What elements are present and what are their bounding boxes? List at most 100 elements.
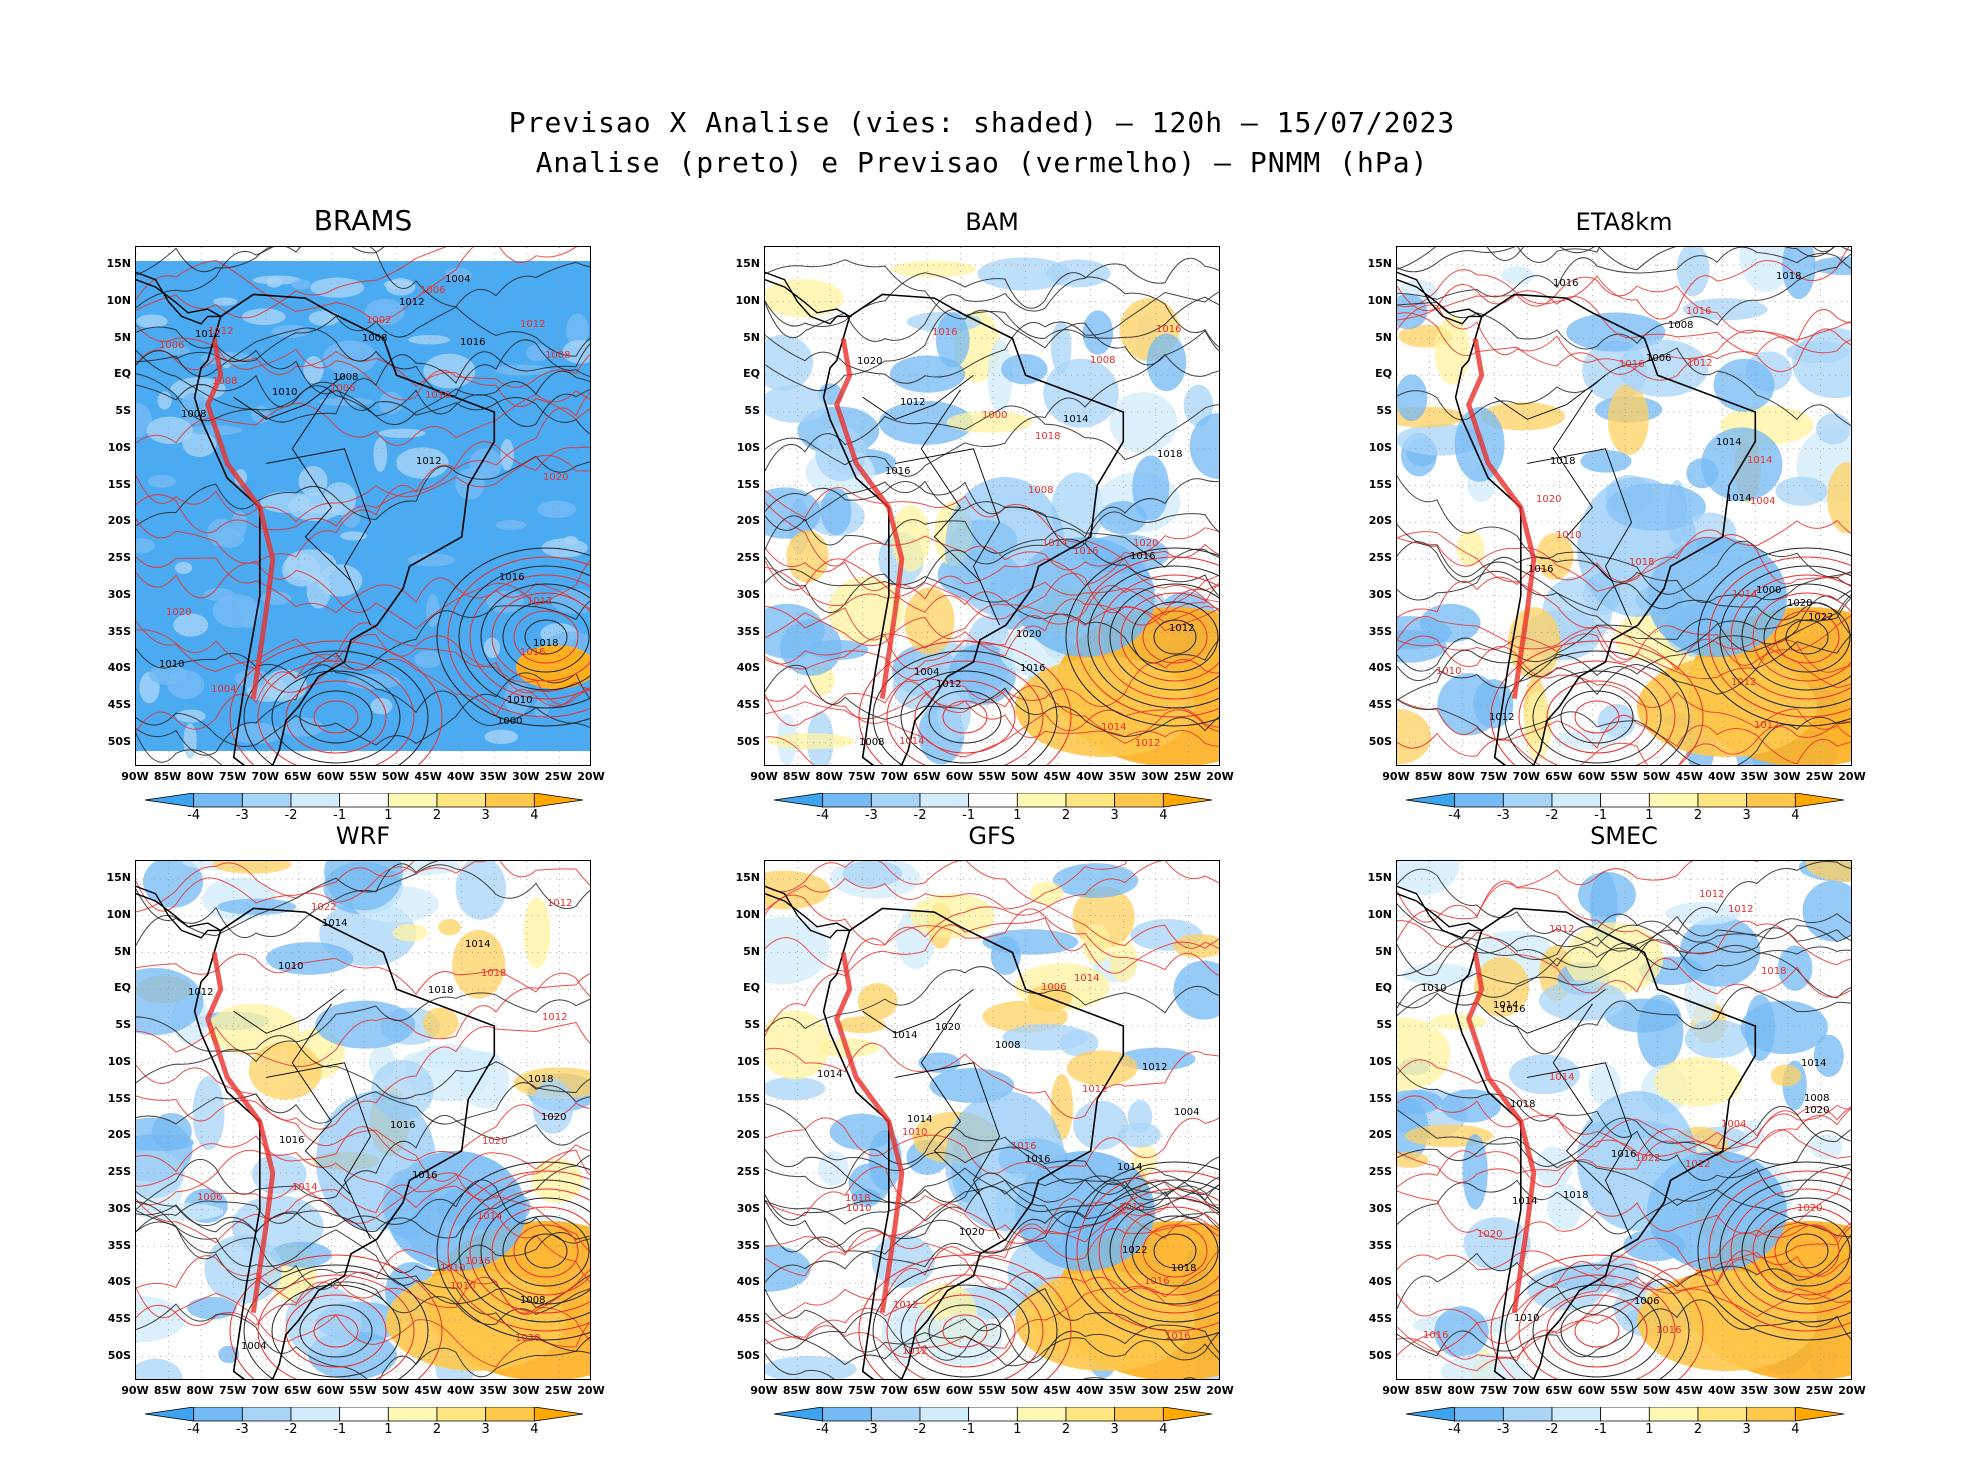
- contour-label: 1008: [181, 409, 206, 420]
- contour-label: 1016: [1528, 564, 1553, 575]
- lat-tick-label: 30S: [736, 587, 760, 601]
- contour-label: 1014: [907, 1114, 932, 1125]
- contour-label: 1012: [1754, 720, 1779, 731]
- lat-tick-label: EQ: [114, 981, 131, 995]
- contour-label: 1008: [859, 737, 884, 748]
- contour-label: 1016: [390, 1120, 415, 1131]
- colorbar-label: -3: [864, 808, 878, 823]
- contour-label: 1014: [1716, 437, 1741, 448]
- contour-label: 1016: [279, 1135, 304, 1146]
- colorbar-label: -3: [864, 1422, 878, 1437]
- lon-tick-label: 35W: [1108, 1384, 1136, 1397]
- colorbar-swatch: [1502, 1407, 1553, 1422]
- colorbar-swatch: [1600, 1407, 1650, 1422]
- colorbar-swatch: [1551, 1407, 1602, 1422]
- lon-tick-label: 20W: [577, 1384, 605, 1397]
- colorbar: [144, 1407, 584, 1422]
- lon-tick-label: 20W: [577, 770, 605, 783]
- map-panel-bam: BAM 1008 1014 1016 1014 1012 1008 1012 1016 1020 1…: [735, 208, 1233, 846]
- lat-tick-label: 35S: [736, 1238, 760, 1252]
- contour-label: 1020: [515, 1333, 540, 1344]
- lon-tick-label: 70W: [880, 770, 908, 783]
- panel-title: SMEC: [1590, 822, 1658, 850]
- contour-label: 1016: [932, 327, 957, 338]
- contour-label: 1016: [1500, 1004, 1525, 1015]
- contour-label: 1008: [362, 333, 387, 344]
- lon-tick-label: 55W: [978, 1384, 1006, 1397]
- contour-label: 1008: [333, 372, 358, 383]
- contour-label: 1020: [1804, 1105, 1829, 1116]
- contour-label: 1016: [1686, 306, 1711, 317]
- contour-label: 1012: [902, 1346, 927, 1357]
- colorbar-label: 3: [1110, 1422, 1119, 1437]
- lat-tick-label: 5N: [1375, 330, 1392, 344]
- contour-label: 1014: [1042, 538, 1067, 549]
- panel-title: GFS: [968, 822, 1016, 850]
- lat-tick-label: 50S: [107, 1348, 131, 1362]
- contour-label: 1018: [1171, 1263, 1196, 1274]
- lon-tick-label: 60W: [316, 770, 345, 783]
- map-frame: 1008 1012 1014 1016 1012 1010 1014 1018 1020 1016…: [764, 860, 1220, 1380]
- contour-label: 1022: [1635, 1153, 1660, 1164]
- contour-label: 1004: [241, 1341, 266, 1352]
- colorbar-swatch: [1114, 1407, 1164, 1422]
- lon-tick-label: 90W: [1382, 1384, 1410, 1397]
- contour-label: 1014: [817, 1069, 842, 1080]
- lon-tick-label: 55W: [1610, 770, 1638, 783]
- colorbar-label: 1: [1645, 1422, 1654, 1437]
- colorbar-label: -1: [333, 1422, 347, 1437]
- contour-label: 1016: [885, 466, 910, 477]
- lat-tick-label: 40S: [1368, 661, 1392, 675]
- lat-tick-label: 35S: [107, 1238, 131, 1252]
- colorbar-label: -2: [913, 1422, 927, 1437]
- contour-label: 1016: [499, 572, 524, 583]
- lat-tick-label: 15S: [1368, 477, 1392, 491]
- map-panel-eta8km: ETA8km 1008 1012 1014 1010 1016 1012 1016 1018 10…: [1367, 208, 1865, 846]
- lon-tick-label: 60W: [1577, 1384, 1606, 1397]
- lon-tick-label: 70W: [251, 770, 279, 783]
- contour-label: 1022: [1122, 1245, 1147, 1256]
- lat-tick-label: 25S: [736, 551, 760, 564]
- contour-label: 1010: [1436, 666, 1461, 677]
- colorbar-label: -1: [962, 1422, 976, 1437]
- map-frame: 1008 1012 1014 1010 1016 1012 1016 1018 1020 1012…: [1396, 246, 1852, 766]
- contour-label: 1018: [1510, 1099, 1535, 1110]
- contour-label: 1010: [278, 961, 303, 972]
- contour-label: 1006: [330, 383, 355, 394]
- colorbar-label: 4: [530, 808, 539, 823]
- lon-tick-label: 45W: [1675, 1384, 1703, 1397]
- lat-tick-label: 20S: [736, 514, 760, 528]
- contour-label: 1018: [528, 1074, 553, 1085]
- contour-label: 1008: [1804, 1093, 1829, 1104]
- contour-label: 1016: [1130, 551, 1155, 562]
- lat-tick-label: 5N: [114, 944, 131, 958]
- contour-label: 1018: [1550, 456, 1575, 467]
- colorbar-swatch: [436, 1407, 487, 1422]
- lat-tick-label: 10S: [1368, 1054, 1392, 1068]
- colorbar-label: 2: [1061, 808, 1071, 823]
- lon-tick-label: 40W: [1707, 1384, 1736, 1397]
- contour-label: 1016: [1073, 546, 1098, 557]
- contour-label: 1018: [1035, 431, 1060, 442]
- lat-tick-label: 10S: [107, 440, 131, 454]
- contour-label: 1012: [188, 987, 213, 998]
- lon-tick-label: 40W: [446, 770, 475, 783]
- lat-tick-label: 5N: [114, 330, 131, 344]
- contour-label: 1016: [1025, 1154, 1050, 1165]
- lat-tick-label: 10N: [106, 293, 131, 307]
- lon-tick-label: 25W: [1173, 770, 1202, 783]
- contour-label: 1010: [450, 1281, 475, 1292]
- lat-tick-label: 20S: [107, 514, 131, 528]
- map-panel-brams: BRAMS 1008 1006 1010 1012 1008 1006 1012 1008 101…: [106, 204, 604, 846]
- lat-tick-label: 45S: [107, 1312, 131, 1325]
- bias-map: 1008 1012 1014 1016 1012 1010 1014 1018 1020 1016…: [765, 861, 1219, 1379]
- lon-tick-label: 45W: [414, 1384, 442, 1397]
- lat-tick-label: EQ: [743, 981, 760, 995]
- contour-label: 1018: [428, 985, 453, 996]
- lat-tick-label: 15S: [736, 477, 760, 491]
- colorbar-swatch: [436, 793, 487, 808]
- panel-title: BRAMS: [313, 204, 413, 237]
- lat-tick-label: EQ: [114, 367, 131, 381]
- contour-label: 1020: [1016, 629, 1041, 640]
- contour-label: 1004: [1750, 496, 1775, 507]
